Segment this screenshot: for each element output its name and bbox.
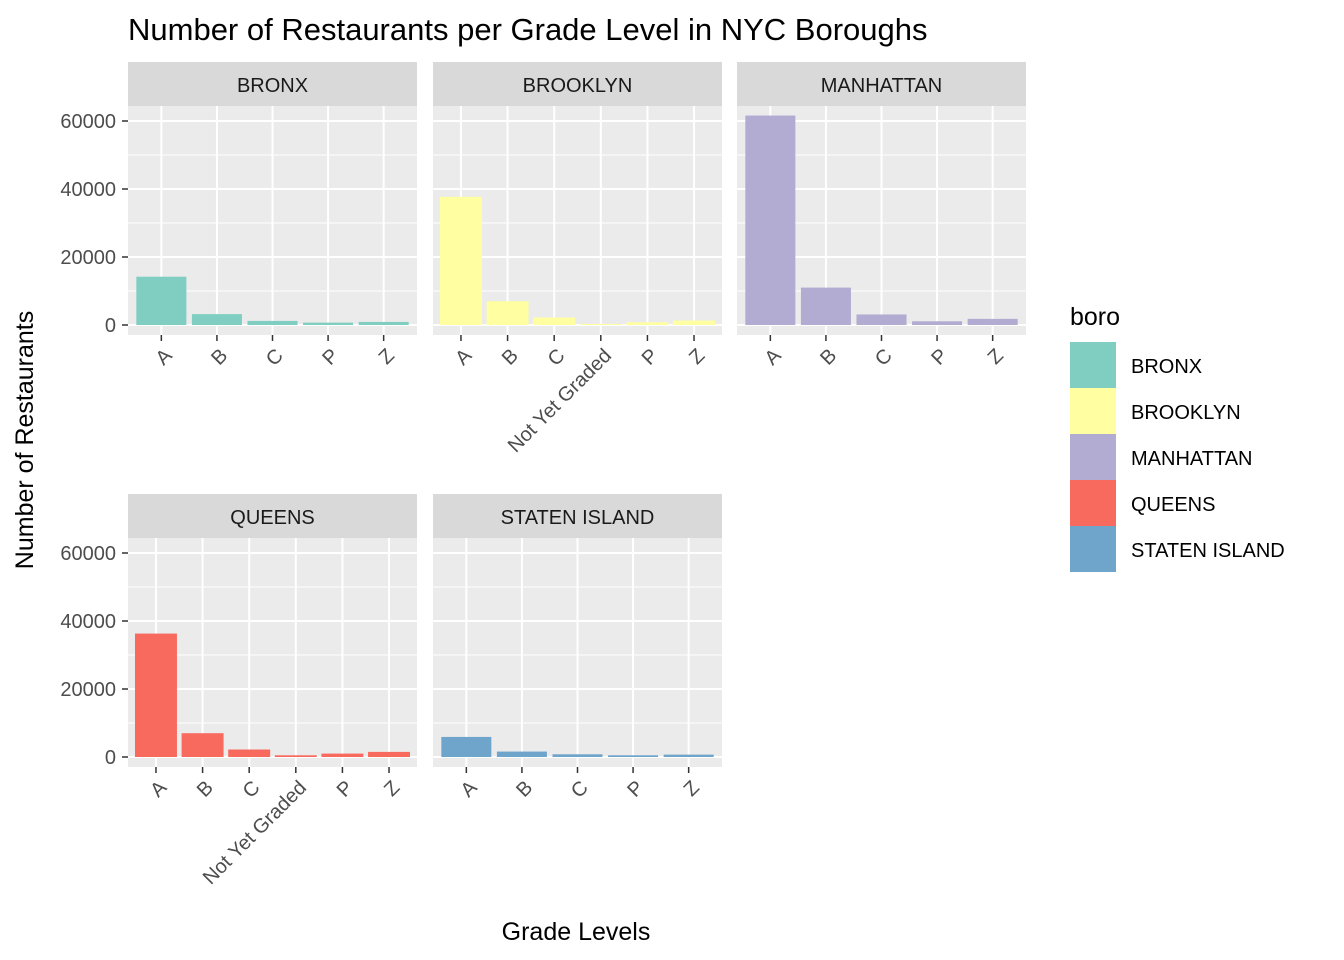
legend-label: BRONX (1131, 356, 1202, 378)
legend-key-bronx (1070, 342, 1116, 388)
legend-key-manhattan (1070, 434, 1116, 480)
facet-strip-label: STATEN ISLAND (501, 507, 655, 529)
bar-brooklyn-z (673, 320, 716, 325)
facet-strip (128, 62, 417, 106)
bar-manhattan-c (856, 314, 907, 325)
bar-manhattan-a (745, 115, 796, 325)
facet-strip (737, 62, 1026, 106)
y-tick-label: 40000 (60, 179, 116, 201)
bar-staten-island-c (552, 754, 603, 757)
bar-manhattan-p (912, 321, 963, 325)
x-axis-label: Grade Levels (502, 918, 651, 946)
x-tick-label: B (207, 345, 232, 370)
facet-strip-label: QUEENS (230, 507, 314, 529)
x-tick-label: A (146, 776, 171, 801)
x-tick-label: B (193, 777, 218, 802)
facet-strip-label: BROOKLYN (523, 75, 633, 97)
bar-queens-c (228, 749, 271, 757)
bar-queens-not-yet-graded (274, 755, 317, 757)
bar-brooklyn-a (439, 196, 482, 325)
x-tick-label: P (318, 345, 343, 370)
bar-manhattan-b (800, 287, 851, 325)
y-tick-label: 20000 (60, 679, 116, 701)
bar-staten-island-p (608, 755, 659, 757)
bar-staten-island-b (496, 751, 547, 757)
facet-strip (433, 62, 722, 106)
facet-strip-label: MANHATTAN (821, 75, 942, 97)
x-tick-label: Z (375, 345, 399, 369)
x-tick-label: C (871, 345, 897, 371)
x-tick-label: C (544, 345, 570, 371)
bar-bronx-c (247, 320, 298, 325)
bar-brooklyn-c (533, 317, 576, 325)
legend-key-brooklyn (1070, 388, 1116, 434)
y-axis-label: Number of Restaurants (11, 311, 39, 569)
x-tick-label: Z (680, 777, 704, 801)
legend-title: boro (1070, 303, 1120, 331)
x-tick-label: B (512, 777, 537, 802)
facet-bronx: BRONX A B C P Z 0 20000 40000 60000 (60, 62, 417, 370)
facet-strip (433, 494, 722, 538)
x-tick-label: P (638, 345, 663, 370)
legend-key-queens (1070, 480, 1116, 526)
x-tick-label: A (451, 344, 476, 369)
x-tick-label: P (623, 777, 648, 802)
facet-strip (128, 494, 417, 538)
x-tick-label: A (457, 776, 482, 801)
y-tick-label: 0 (105, 315, 116, 337)
legend-label: MANHATTAN (1131, 448, 1252, 470)
bar-brooklyn-not-yet-graded (579, 323, 622, 325)
x-tick-label: A (761, 344, 786, 369)
chart-title: Number of Restaurants per Grade Level in… (128, 12, 928, 47)
x-tick-label: B (816, 345, 841, 370)
bar-brooklyn-p (626, 322, 669, 325)
bar-bronx-a (136, 276, 187, 325)
bar-queens-b (181, 733, 224, 757)
x-tick-label: A (152, 344, 177, 369)
bar-queens-z (368, 751, 411, 757)
facet-strip-label: BRONX (237, 75, 308, 97)
legend-label: STATEN ISLAND (1131, 540, 1285, 562)
x-tick-label: P (927, 345, 952, 370)
y-tick-label: 60000 (60, 543, 116, 565)
x-tick-label: B (498, 345, 523, 370)
x-tick-label: Z (984, 345, 1008, 369)
legend-label: BROOKLYN (1131, 402, 1241, 424)
y-tick-label: 60000 (60, 111, 116, 133)
bar-bronx-b (191, 314, 242, 325)
bar-manhattan-z (967, 318, 1018, 325)
legend-key-staten-island (1070, 526, 1116, 572)
y-tick-label: 40000 (60, 611, 116, 633)
x-tick-label: C (262, 345, 288, 371)
x-tick-label: C (567, 777, 593, 803)
y-tick-label: 0 (105, 747, 116, 769)
facet-manhattan: MANHATTAN A B C P Z (737, 62, 1026, 370)
bar-staten-island-a (441, 736, 492, 757)
x-tick-label: C (239, 777, 265, 803)
y-tick-label: 20000 (60, 247, 116, 269)
x-tick-label: Z (685, 345, 709, 369)
bar-staten-island-z (663, 754, 714, 757)
bar-queens-p (321, 753, 364, 757)
bar-bronx-z (358, 321, 409, 325)
x-tick-label: Z (380, 777, 404, 801)
bar-brooklyn-b (486, 301, 529, 325)
x-tick-label: P (333, 777, 358, 802)
bar-queens-a (134, 633, 177, 757)
legend-label: QUEENS (1131, 494, 1215, 516)
bar-bronx-p (303, 322, 354, 325)
facet-staten-island: STATEN ISLAND A B C P Z (433, 494, 722, 802)
legend: boro BRONX BROOKLYN MANHATTAN QUEENS STATEN … (1070, 303, 1285, 572)
